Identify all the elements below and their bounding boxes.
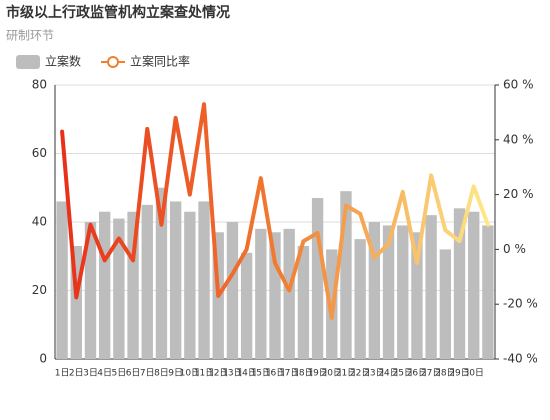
x-tick-label: 28日	[435, 368, 455, 379]
legend-swatch	[16, 55, 40, 69]
bar	[382, 225, 395, 359]
bar	[340, 191, 352, 359]
y2-tick-label: -40 %	[503, 352, 538, 366]
x-tick-label: 11日	[194, 368, 214, 379]
x-tick-label: 5日	[112, 368, 127, 379]
x-tick-label: 25日	[393, 368, 413, 379]
x-tick-label: 16日	[265, 368, 285, 379]
bar	[368, 222, 381, 359]
x-tick-label: 19日	[307, 368, 327, 379]
y2-tick-label: 0 %	[503, 242, 526, 256]
x-tick-label: 23日	[364, 368, 384, 379]
y2-tick-label: 40 %	[503, 132, 534, 146]
bar	[468, 211, 480, 359]
legend-swatch	[107, 56, 120, 68]
bar	[155, 187, 168, 359]
y2-tick-label: 20 %	[503, 187, 534, 201]
x-tick-label: 1日	[55, 368, 70, 379]
bar	[113, 218, 125, 359]
bar	[425, 215, 437, 359]
bar	[453, 208, 466, 359]
legend-label: 立案同比率	[130, 54, 190, 69]
x-tick-label: 18日	[293, 368, 313, 379]
bar	[397, 225, 409, 359]
bar	[198, 201, 210, 359]
bar	[411, 232, 423, 359]
x-tick-label: 26日	[407, 368, 427, 379]
x-tick-label: 21日	[336, 368, 356, 379]
x-tick-label: 30日	[463, 368, 483, 379]
chart-subtitle: 研制环节	[6, 29, 54, 43]
x-tick-label: 20日	[322, 368, 342, 379]
chart-title: 市级以上行政监管机构立案查处情况	[6, 4, 230, 21]
bar	[70, 245, 82, 359]
bar	[482, 225, 494, 359]
bar	[240, 252, 253, 359]
x-tick-label: 6日	[126, 368, 141, 379]
legend-label: 立案数	[45, 54, 81, 69]
x-tick-label: 29日	[449, 368, 469, 379]
y-tick-label: 0	[39, 352, 47, 366]
y-tick-label: 40	[32, 215, 47, 229]
bar	[311, 198, 324, 359]
x-tick-label: 10日	[180, 368, 200, 379]
bar	[99, 211, 111, 359]
x-tick-label: 9日	[168, 368, 183, 379]
bar	[269, 232, 281, 359]
bar	[297, 245, 310, 359]
bar	[127, 211, 139, 359]
x-tick-label: 3日	[83, 368, 98, 379]
x-tick-label: 2日	[69, 368, 84, 379]
x-tick-label: 15日	[251, 368, 271, 379]
x-tick-label: 22日	[350, 368, 370, 379]
bar	[56, 201, 68, 359]
y-tick-label: 20	[32, 283, 47, 297]
y-tick-label: 80	[32, 78, 47, 92]
x-tick-label: 24日	[378, 368, 398, 379]
y2-tick-label: -20 %	[503, 297, 538, 311]
y-tick-label: 60	[32, 146, 47, 160]
bar	[184, 211, 196, 359]
x-tick-label: 4日	[97, 368, 112, 379]
x-tick-label: 12日	[208, 368, 228, 379]
line	[60, 102, 490, 320]
x-tick-label: 8日	[154, 368, 169, 379]
bar	[255, 228, 267, 359]
y2-tick-label: 60 %	[503, 78, 534, 92]
x-tick-label: 7日	[140, 368, 155, 379]
bar	[84, 222, 97, 359]
x-tick-label: 17日	[279, 368, 299, 379]
bar	[226, 222, 239, 359]
bar	[354, 239, 366, 359]
bar	[283, 228, 295, 359]
x-tick-label: 13日	[222, 368, 242, 379]
x-tick-label: 14日	[236, 368, 256, 379]
bar	[141, 204, 153, 359]
x-tick-label: 27日	[421, 368, 441, 379]
bar	[439, 249, 451, 359]
bar	[169, 201, 182, 359]
